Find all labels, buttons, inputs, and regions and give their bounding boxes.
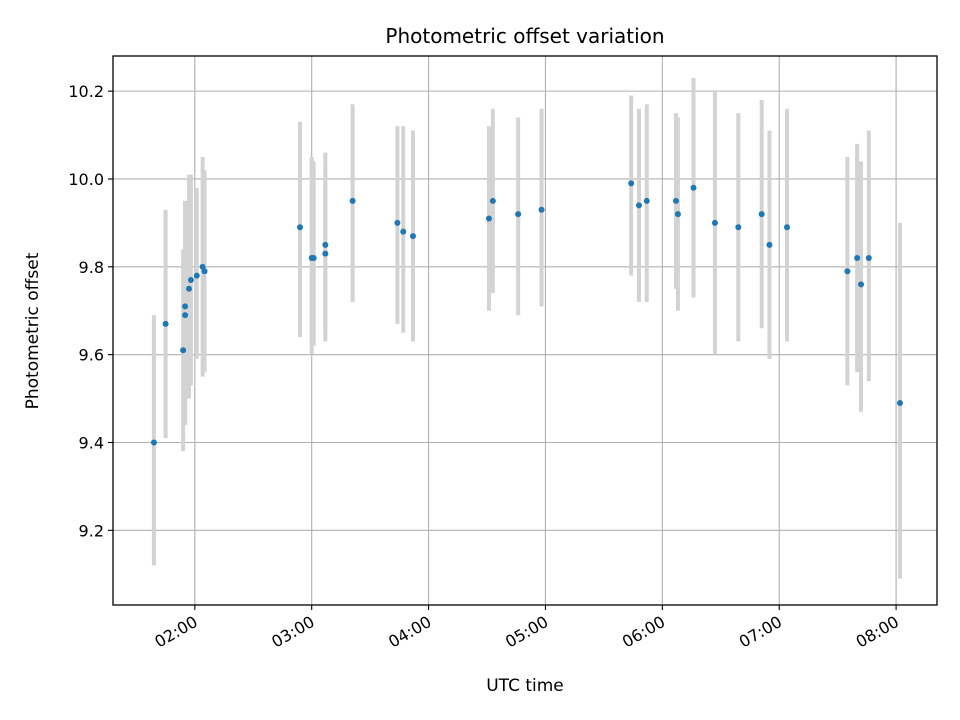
- x-tick-label: 05:00: [502, 612, 551, 652]
- x-tick-label: 03:00: [268, 612, 317, 652]
- data-point: [858, 281, 865, 288]
- data-point: [735, 224, 742, 231]
- data-point: [185, 285, 192, 292]
- data-point: [674, 211, 681, 218]
- error-bars: [151, 77, 902, 579]
- data-point: [538, 206, 545, 213]
- data-point: [310, 255, 317, 262]
- data-point: [182, 312, 189, 319]
- data-points: [150, 180, 903, 446]
- data-point: [193, 272, 200, 279]
- x-tick-label: 04:00: [385, 612, 434, 652]
- data-point: [201, 268, 208, 275]
- data-point: [865, 255, 872, 262]
- data-point: [400, 228, 407, 235]
- data-point: [485, 215, 492, 222]
- data-point: [182, 303, 189, 310]
- y-tick-label: 10.0: [68, 170, 104, 189]
- data-point: [322, 250, 329, 257]
- y-tick-label: 10.2: [68, 82, 104, 101]
- y-tick-label: 9.6: [79, 346, 104, 365]
- data-point: [711, 219, 718, 226]
- data-point: [844, 268, 851, 275]
- data-point: [690, 184, 697, 191]
- data-point: [162, 320, 169, 327]
- data-point: [409, 233, 416, 240]
- data-point: [643, 197, 650, 204]
- data-point: [766, 241, 773, 248]
- data-point: [394, 219, 401, 226]
- data-point: [758, 211, 765, 218]
- y-tick-label: 9.8: [79, 258, 104, 277]
- grid: [113, 56, 937, 605]
- x-axis-label: UTC time: [486, 676, 564, 696]
- data-point: [784, 224, 791, 231]
- data-point: [628, 180, 635, 187]
- data-point: [854, 255, 861, 262]
- data-point: [150, 439, 157, 446]
- data-point: [672, 197, 679, 204]
- data-point: [297, 224, 304, 231]
- data-point: [489, 197, 496, 204]
- data-point: [349, 197, 356, 204]
- y-tick-label: 9.2: [79, 521, 104, 540]
- data-point: [322, 241, 329, 248]
- plot-frame: [112, 55, 938, 606]
- chart-title: Photometric offset variation: [385, 24, 664, 48]
- y-tick-label: 9.4: [79, 433, 104, 452]
- y-axis-ticks: 9.2 9.4 9.6 9.8 10.0 10.2: [68, 82, 113, 540]
- x-tick-label: 08:00: [853, 612, 902, 652]
- data-point: [187, 276, 194, 283]
- x-tick-label: 02:00: [151, 612, 200, 652]
- data-point: [896, 399, 903, 406]
- data-point: [180, 347, 187, 354]
- x-tick-label: 06:00: [619, 612, 668, 652]
- data-point: [515, 211, 522, 218]
- x-tick-label: 07:00: [736, 612, 785, 652]
- x-axis-ticks: 02:00 03:00 04:00 05:00 06:00 07:00 08:00: [151, 605, 902, 652]
- data-point: [635, 202, 642, 209]
- y-axis-label: Photometric offset: [23, 252, 43, 409]
